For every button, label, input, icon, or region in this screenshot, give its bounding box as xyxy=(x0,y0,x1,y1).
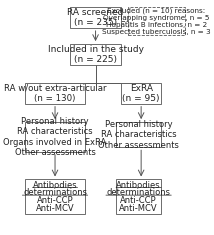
Text: Anti-CCP: Anti-CCP xyxy=(37,196,73,205)
Text: Included in the study
(n = 225): Included in the study (n = 225) xyxy=(48,45,144,64)
Text: Antibodies: Antibodies xyxy=(116,181,161,190)
Text: Personal history
RA characteristics
Organs involved in ExRA
Other assessments: Personal history RA characteristics Orga… xyxy=(3,117,107,157)
Text: Excluded (n = 10) reasons:
Overlapping syndrome, n = 5
Hepatitis B infections, n: Excluded (n = 10) reasons: Overlapping s… xyxy=(102,7,211,35)
Text: Personal history
RA characteristics
Other assessments: Personal history RA characteristics Othe… xyxy=(98,120,179,150)
Text: determinations: determinations xyxy=(107,188,171,197)
Text: Anti-CCP: Anti-CCP xyxy=(120,196,157,205)
FancyBboxPatch shape xyxy=(70,7,121,28)
FancyBboxPatch shape xyxy=(25,83,85,104)
Text: ExRA
(n = 95): ExRA (n = 95) xyxy=(122,84,160,103)
FancyBboxPatch shape xyxy=(128,7,185,35)
FancyBboxPatch shape xyxy=(25,122,85,152)
Text: RA w/out extra-articular
(n = 130): RA w/out extra-articular (n = 130) xyxy=(4,84,106,103)
FancyBboxPatch shape xyxy=(70,44,121,65)
Text: Anti-MCV: Anti-MCV xyxy=(36,204,74,213)
FancyBboxPatch shape xyxy=(121,83,161,104)
Text: determinations: determinations xyxy=(23,188,87,197)
FancyBboxPatch shape xyxy=(116,180,161,214)
FancyBboxPatch shape xyxy=(25,180,85,214)
Text: Antibodies: Antibodies xyxy=(33,181,77,190)
FancyBboxPatch shape xyxy=(116,122,161,147)
Text: Anti-MCV: Anti-MCV xyxy=(119,204,158,213)
Text: RA screened
(n = 235): RA screened (n = 235) xyxy=(67,8,124,27)
